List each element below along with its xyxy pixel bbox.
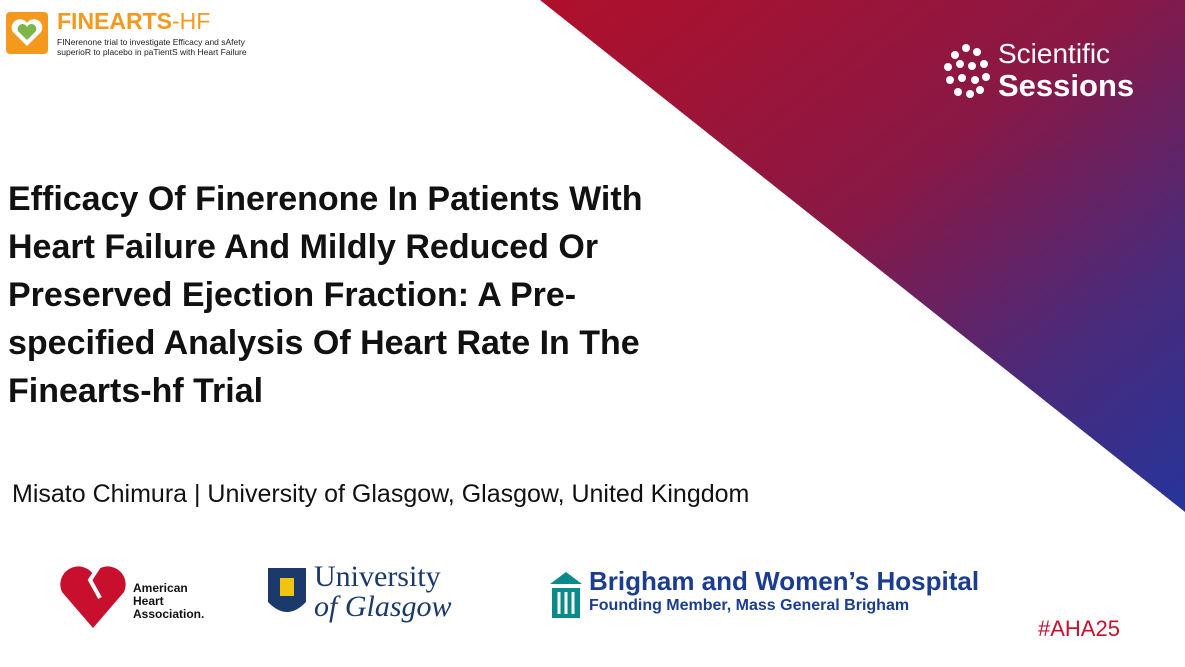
hashtag: #AHA25 [1038,616,1120,641]
brigham-line: Founding Member, Mass General Brigham [589,597,910,614]
event-line: Scientific [998,38,1111,69]
brand: FINEARTS [57,8,172,34]
title-line: Finearts-hf Trial [8,372,264,410]
aha-torch [87,547,102,599]
event-line: Sessions [998,68,1135,103]
event-icon [944,44,990,98]
glasgow-line: of Glasgow [314,590,452,623]
brigham-icon-columns [557,592,575,614]
tagline-line: superioR to placebo in paTientS with Hea… [57,47,247,57]
glasgow-logo-text: University of Glasgow [314,562,452,622]
aha-heart [60,566,126,628]
brand-tagline: FINerenone trial to investigate Efficacy… [57,37,247,57]
title-line: Preserved Ejection Fraction: A Pre- [8,276,577,314]
brigham-logo-text: Brigham and Women’s Hospital Founding Me… [589,566,979,615]
title-line: Efficacy Of Finerenone In Patients With [8,180,643,218]
glasgow-crest-detail [280,578,294,596]
aha-line: Association. [133,607,205,621]
aha-line: Heart [133,594,164,608]
title-line: specified Analysis Of Heart Rate In The [8,324,640,362]
brand-heart-inner [17,24,37,40]
brand-name: FINEARTS-HF [57,8,210,35]
diagonal-band [540,0,1185,512]
title-line: Heart Failure And Mildly Reduced Or [8,228,599,266]
tagline-line: FINerenone trial to investigate Efficacy… [57,37,245,47]
brand-suffix: -HF [172,8,211,34]
brigham-line: Brigham and Women’s Hospital [589,566,980,596]
event-logo: Scientific Sessions [998,38,1134,102]
author: Misato Chimura | University of Glasgow, … [12,480,750,508]
glasgow-line: University [314,560,441,593]
aha-line: American [133,581,188,595]
aha-logo-text: American Heart Association. [133,582,204,621]
